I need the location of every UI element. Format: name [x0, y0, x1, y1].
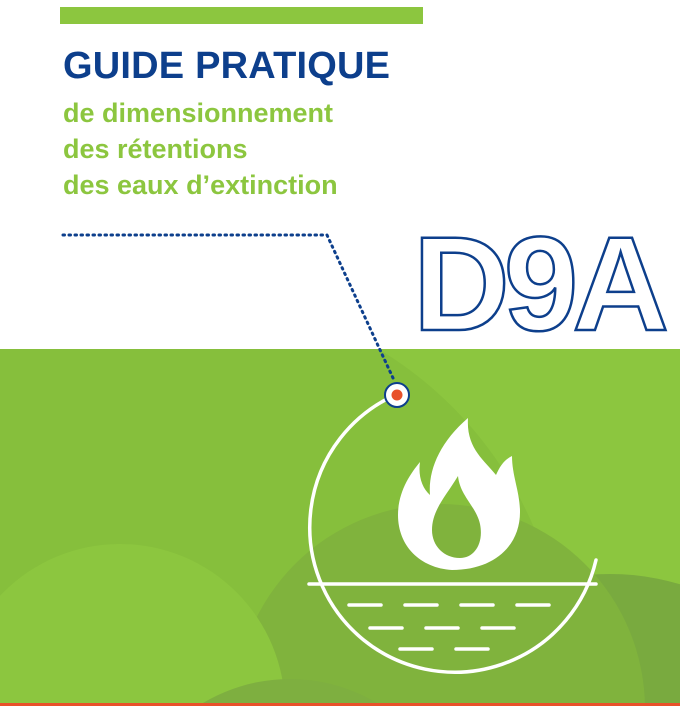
- subtitle-line-1: de dimensionnement: [63, 98, 334, 128]
- d9a-code-label: D9A: [412, 210, 671, 359]
- guide-title: GUIDE PRATIQUE: [63, 45, 391, 87]
- bottom-accent-line: [0, 703, 680, 706]
- green-background-panel: [0, 349, 680, 706]
- top-accent-bar: [60, 7, 423, 24]
- guide-subtitle: de dimensionnement des rétentions des ea…: [63, 95, 338, 203]
- subtitle-line-2: des rétentions: [63, 134, 248, 164]
- background-circles: [0, 349, 680, 706]
- subtitle-line-3: des eaux d’extinction: [63, 170, 338, 200]
